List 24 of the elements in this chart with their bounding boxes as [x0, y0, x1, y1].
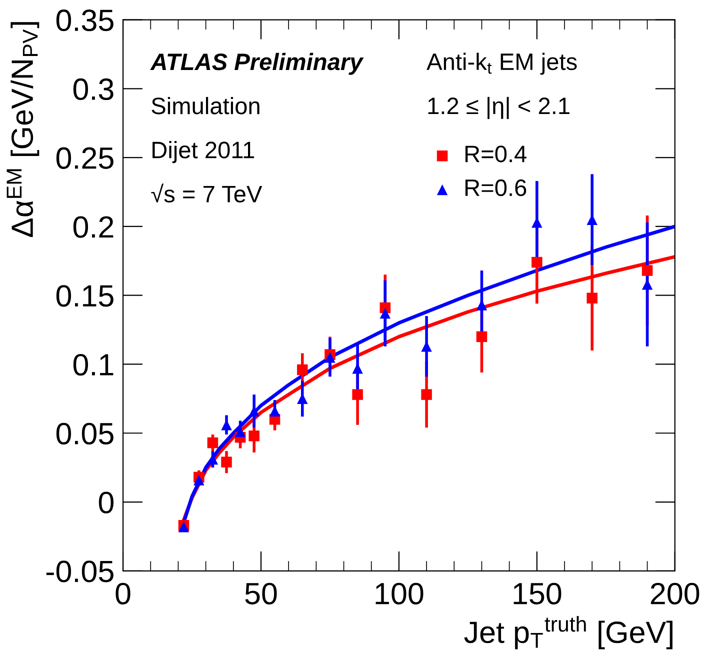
x-tick-label: 200 — [650, 582, 700, 604]
y-axis-title: Δα$^{EM}$ [GeV/N$_{PV}$] — [6, 22, 40, 238]
y-tick-label: -0.05 — [46, 560, 114, 582]
annotation: ATLAS Preliminary — [150, 52, 364, 75]
x-tick-label: 0 — [116, 582, 130, 604]
annotation: Anti-k$_{t}$ EM jets — [426, 52, 577, 75]
annotation: Simulation — [152, 96, 260, 114]
y-tick-label: 0.05 — [56, 422, 114, 444]
x-tick-label: 100 — [376, 582, 424, 604]
x-axis-title: Jet p$_{T}$$^{truth}$ [GeV] — [464, 616, 672, 650]
y-tick-label: 0.35 — [56, 10, 114, 32]
y-tick-label: 0.1 — [73, 354, 114, 376]
y-tick-label: 0.15 — [56, 285, 114, 307]
annotation: 1.2 ≤ |η| < 2.1 — [428, 96, 570, 120]
x-tick-label: 50 — [245, 582, 277, 604]
y-tick-label: 0.2 — [73, 216, 114, 238]
x-tick-label: 150 — [514, 582, 562, 604]
legend-label: R=0.4 — [465, 146, 526, 162]
annotation: Dijet 2011 — [152, 141, 254, 164]
y-tick-label: 0 — [98, 492, 114, 514]
legend-label: R=0.6 — [465, 179, 526, 196]
y-tick-label: 0.25 — [56, 147, 114, 169]
annotation: √s = 7 TeV — [151, 184, 262, 202]
y-tick-label: 0.3 — [73, 78, 114, 100]
